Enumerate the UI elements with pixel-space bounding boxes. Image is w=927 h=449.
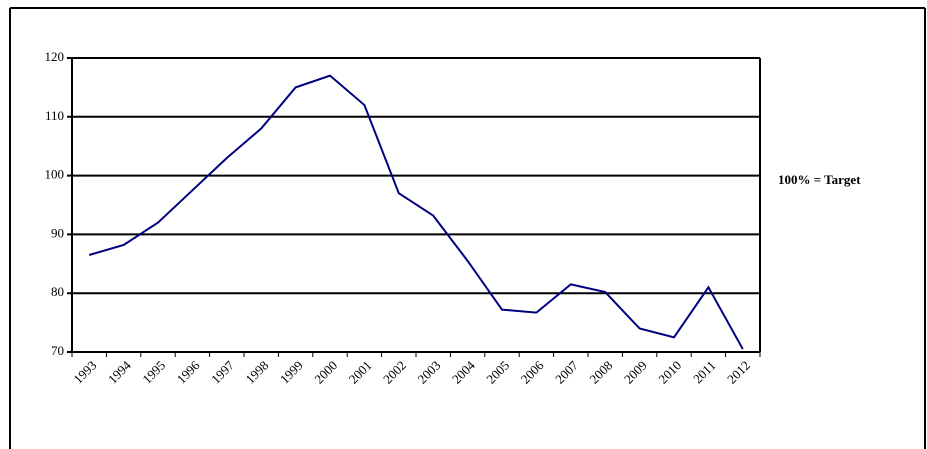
x-tick-label: 2010 <box>655 358 684 387</box>
y-tick-label: 100 <box>45 167 65 182</box>
y-tick-label: 70 <box>51 343 64 358</box>
x-tick-label: 2005 <box>483 358 512 387</box>
y-tick-label: 90 <box>51 225 64 240</box>
x-tick-label: 1994 <box>105 357 134 386</box>
x-tick-label: 1999 <box>277 358 306 387</box>
x-tick-label: 1998 <box>242 358 271 387</box>
x-tick-label: 2003 <box>414 358 443 387</box>
x-tick-label: 2004 <box>449 357 478 386</box>
x-tick-label: 2012 <box>724 358 753 387</box>
x-tick-label: 1993 <box>70 358 99 387</box>
series-line <box>88 74 744 350</box>
x-tick-label: 2007 <box>552 357 581 386</box>
x-tick-label: 2011 <box>690 358 719 387</box>
x-tick-label: 1996 <box>174 357 203 386</box>
y-tick-label: 120 <box>45 49 65 64</box>
x-tick-label: 1995 <box>139 358 168 387</box>
x-tick-label: 1997 <box>208 357 237 386</box>
x-tick-label: 2001 <box>346 358 375 387</box>
x-tick-label: 2008 <box>586 358 615 387</box>
x-tick-label: 2002 <box>380 358 409 387</box>
x-tick-label: 2009 <box>621 358 650 387</box>
y-tick-label: 80 <box>51 284 64 299</box>
annotation: 100% = Target <box>778 172 861 187</box>
y-tick-label: 110 <box>45 108 64 123</box>
x-tick-label: 2006 <box>518 357 547 386</box>
x-tick-label: 2000 <box>311 358 340 387</box>
